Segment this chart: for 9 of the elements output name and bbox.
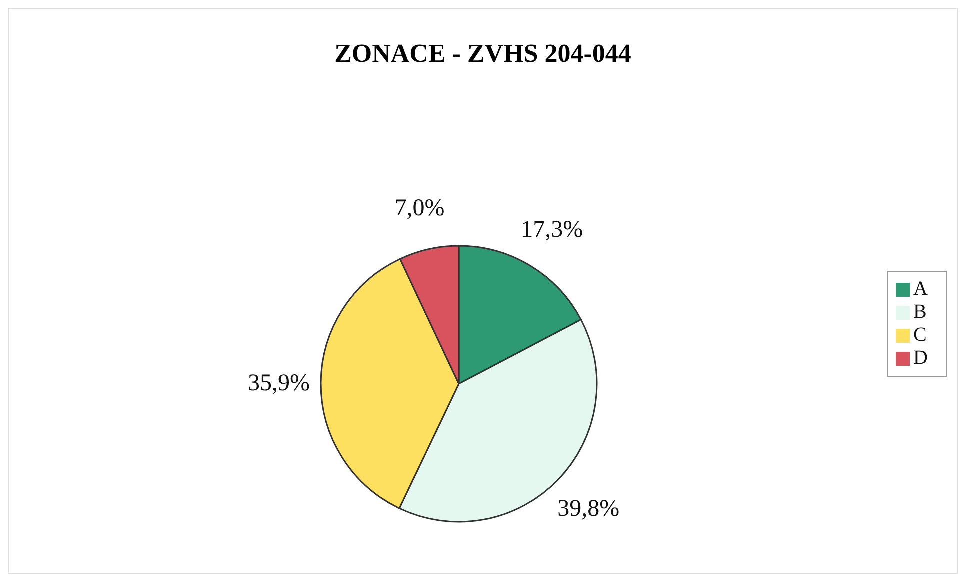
legend-label: A	[914, 278, 928, 300]
legend-label: B	[914, 301, 927, 323]
data-label: 39,8%	[558, 496, 620, 522]
legend-label: C	[914, 324, 927, 346]
data-label: 35,9%	[248, 370, 310, 396]
legend-label: D	[914, 347, 928, 369]
data-label: 17,3%	[521, 216, 584, 243]
chart-title: ZONACE - ZVHS 204-044	[334, 38, 632, 70]
data-label: 7,0%	[394, 195, 445, 222]
